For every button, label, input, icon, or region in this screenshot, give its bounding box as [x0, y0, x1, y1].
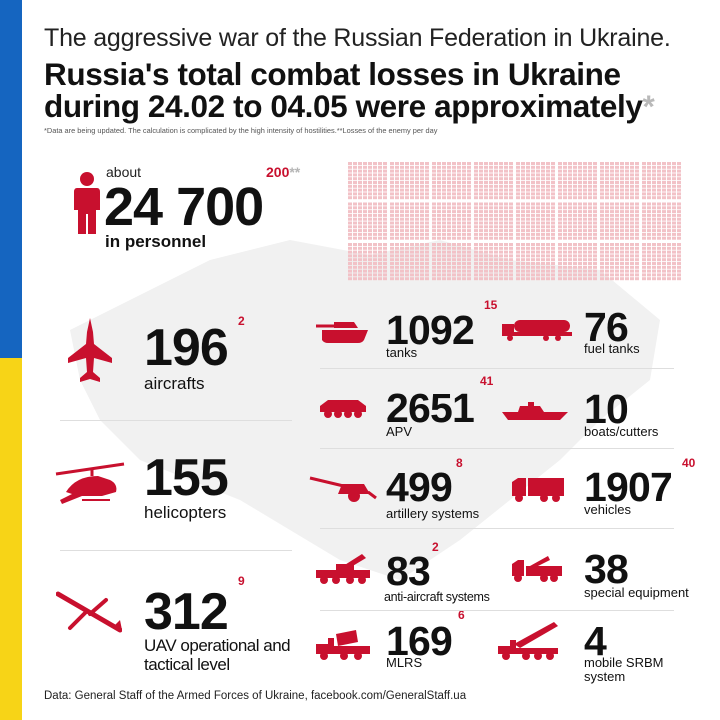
title-line-1: Russia's total combat losses in Ukraine: [44, 56, 621, 92]
source-credit: Data: General Staff of the Armed Forces …: [44, 690, 467, 702]
title-star: *: [642, 88, 655, 124]
divider: [60, 550, 292, 551]
fuel-value: 76: [584, 304, 629, 350]
boats-value: 10: [584, 386, 629, 432]
personnel-label: in personnel: [105, 232, 207, 251]
personnel-value: 24 700: [104, 177, 264, 237]
mlrs-icon: [316, 630, 370, 660]
aircrafts-label: aircrafts: [144, 374, 205, 393]
tank-icon: [316, 322, 368, 343]
personnel-daily-star: **: [289, 164, 301, 180]
srbm-value: 4: [584, 618, 607, 664]
antiair-value: 83: [386, 548, 431, 594]
artillery-daily: 8: [456, 456, 463, 470]
special-value: 38: [584, 546, 629, 592]
uav-daily: 9: [238, 574, 245, 588]
antiair-label: anti-aircraft systems: [384, 590, 490, 604]
apv-daily: 41: [480, 374, 494, 388]
page-title: Russia's total combat losses in Ukraine …: [44, 56, 655, 124]
divider: [320, 368, 674, 369]
title-line-2-text: during 24.02 to 04.05 were approximately: [44, 88, 643, 124]
divider: [320, 448, 674, 449]
truck-icon: [512, 478, 564, 502]
helicopters-value: 155: [144, 449, 229, 507]
artillery-icon: [309, 476, 377, 502]
fuel-label: fuel tanks: [584, 341, 640, 356]
artillery-label: artillery systems: [386, 506, 480, 521]
flag-blue-stripe: [0, 0, 22, 358]
helicopters-label: helicopters: [144, 503, 227, 522]
mlrs-value: 169: [386, 618, 453, 664]
flag-yellow-stripe: [0, 358, 22, 720]
subtitle: The aggressive war of the Russian Federa…: [44, 24, 671, 52]
personnel-grid: [348, 162, 681, 281]
vehicles-value: 1907: [584, 464, 673, 510]
title-line-2: during 24.02 to 04.05 were approximately…: [44, 88, 655, 124]
fuel-tank-icon: [502, 320, 572, 341]
mlrs-daily: 6: [458, 608, 465, 622]
special-label: special equipment: [584, 585, 689, 600]
srbm-launcher-icon: [498, 622, 558, 660]
special-equipment-icon: [512, 556, 562, 582]
tanks-value: 1092: [386, 307, 475, 353]
divider: [320, 528, 674, 529]
artillery-value: 499: [386, 464, 453, 510]
uav-value: 312: [144, 583, 229, 641]
fighter-jet-icon: [68, 318, 112, 382]
personnel-daily-value: 200: [266, 164, 290, 180]
tanks-label: tanks: [386, 345, 418, 360]
uav-label: UAV operational and tactical level: [144, 636, 291, 674]
vehicles-daily: 40: [682, 456, 696, 470]
tanks-daily: 15: [484, 298, 498, 312]
mlrs-label: MLRS: [386, 655, 423, 670]
divider: [60, 420, 292, 421]
boat-icon: [502, 402, 568, 420]
antiair-daily: 2: [432, 540, 439, 554]
personnel-daily: 200**: [266, 164, 300, 180]
srbm-label: mobile SRBM system: [584, 655, 664, 684]
apv-icon: [320, 400, 366, 418]
helicopter-icon: [55, 462, 125, 504]
apv-value: 2651: [386, 385, 475, 431]
divider: [320, 610, 674, 611]
anti-aircraft-icon: [316, 554, 370, 584]
aircrafts-daily: 2: [238, 314, 245, 328]
apv-label: APV: [386, 424, 413, 439]
vehicles-label: vehicles: [584, 502, 631, 517]
aircrafts-value: 196: [144, 319, 229, 377]
personnel-about: about: [106, 164, 142, 180]
footnote: *Data are being updated. The calculation…: [44, 126, 438, 135]
drone-icon: [56, 591, 122, 633]
boats-label: boats/cutters: [584, 424, 659, 439]
soldier-icon: [74, 172, 100, 234]
